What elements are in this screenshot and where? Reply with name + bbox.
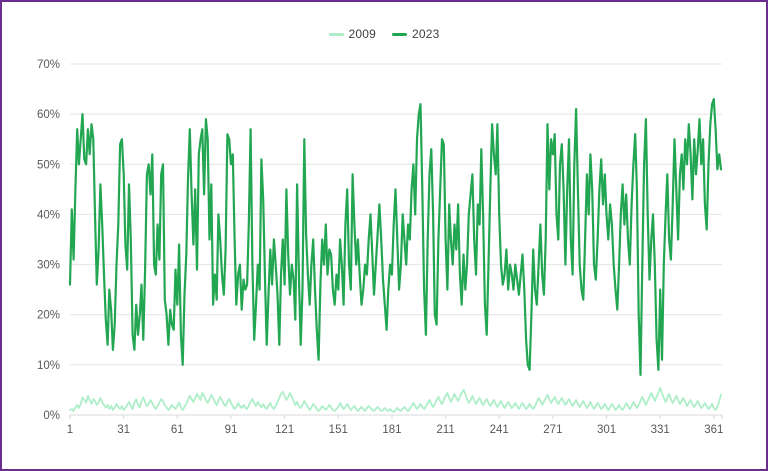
x-axis-label: 211 xyxy=(436,424,454,436)
y-axis-label: 20% xyxy=(37,310,60,322)
y-axis-label: 60% xyxy=(37,109,60,121)
x-axis-label: 121 xyxy=(275,424,294,436)
series-line-2009 xyxy=(69,386,722,413)
legend-item-2009: 2009 xyxy=(328,27,377,41)
x-axis-label: 331 xyxy=(651,424,670,436)
x-axis-label: 1 xyxy=(67,424,73,436)
y-axis-label: 10% xyxy=(37,360,60,372)
series-line-2023 xyxy=(68,97,723,376)
y-axis-label: 70% xyxy=(37,59,60,71)
legend-label-2009: 2009 xyxy=(348,27,376,41)
chart-legend: 2009 2023 xyxy=(2,26,766,42)
y-axis-label: 30% xyxy=(37,260,60,272)
x-axis-label: 151 xyxy=(329,424,348,436)
x-axis-label: 61 xyxy=(171,424,184,436)
x-axis-label: 91 xyxy=(225,424,238,436)
y-axis-label: 0% xyxy=(43,410,60,422)
x-axis-label: 31 xyxy=(117,424,130,436)
y-axis-label: 50% xyxy=(37,159,60,171)
legend-swatch-2023 xyxy=(392,32,407,36)
x-axis-label: 181 xyxy=(382,424,401,436)
y-axis-label: 40% xyxy=(37,209,60,221)
x-axis-label: 361 xyxy=(704,424,723,436)
x-axis-label: 241 xyxy=(490,424,509,436)
x-axis-label: 301 xyxy=(597,424,616,436)
legend-item-2023: 2023 xyxy=(392,27,440,41)
x-axis-label: 271 xyxy=(543,424,562,436)
legend-swatch-2009 xyxy=(328,32,344,36)
legend-label-2023: 2023 xyxy=(412,27,440,41)
